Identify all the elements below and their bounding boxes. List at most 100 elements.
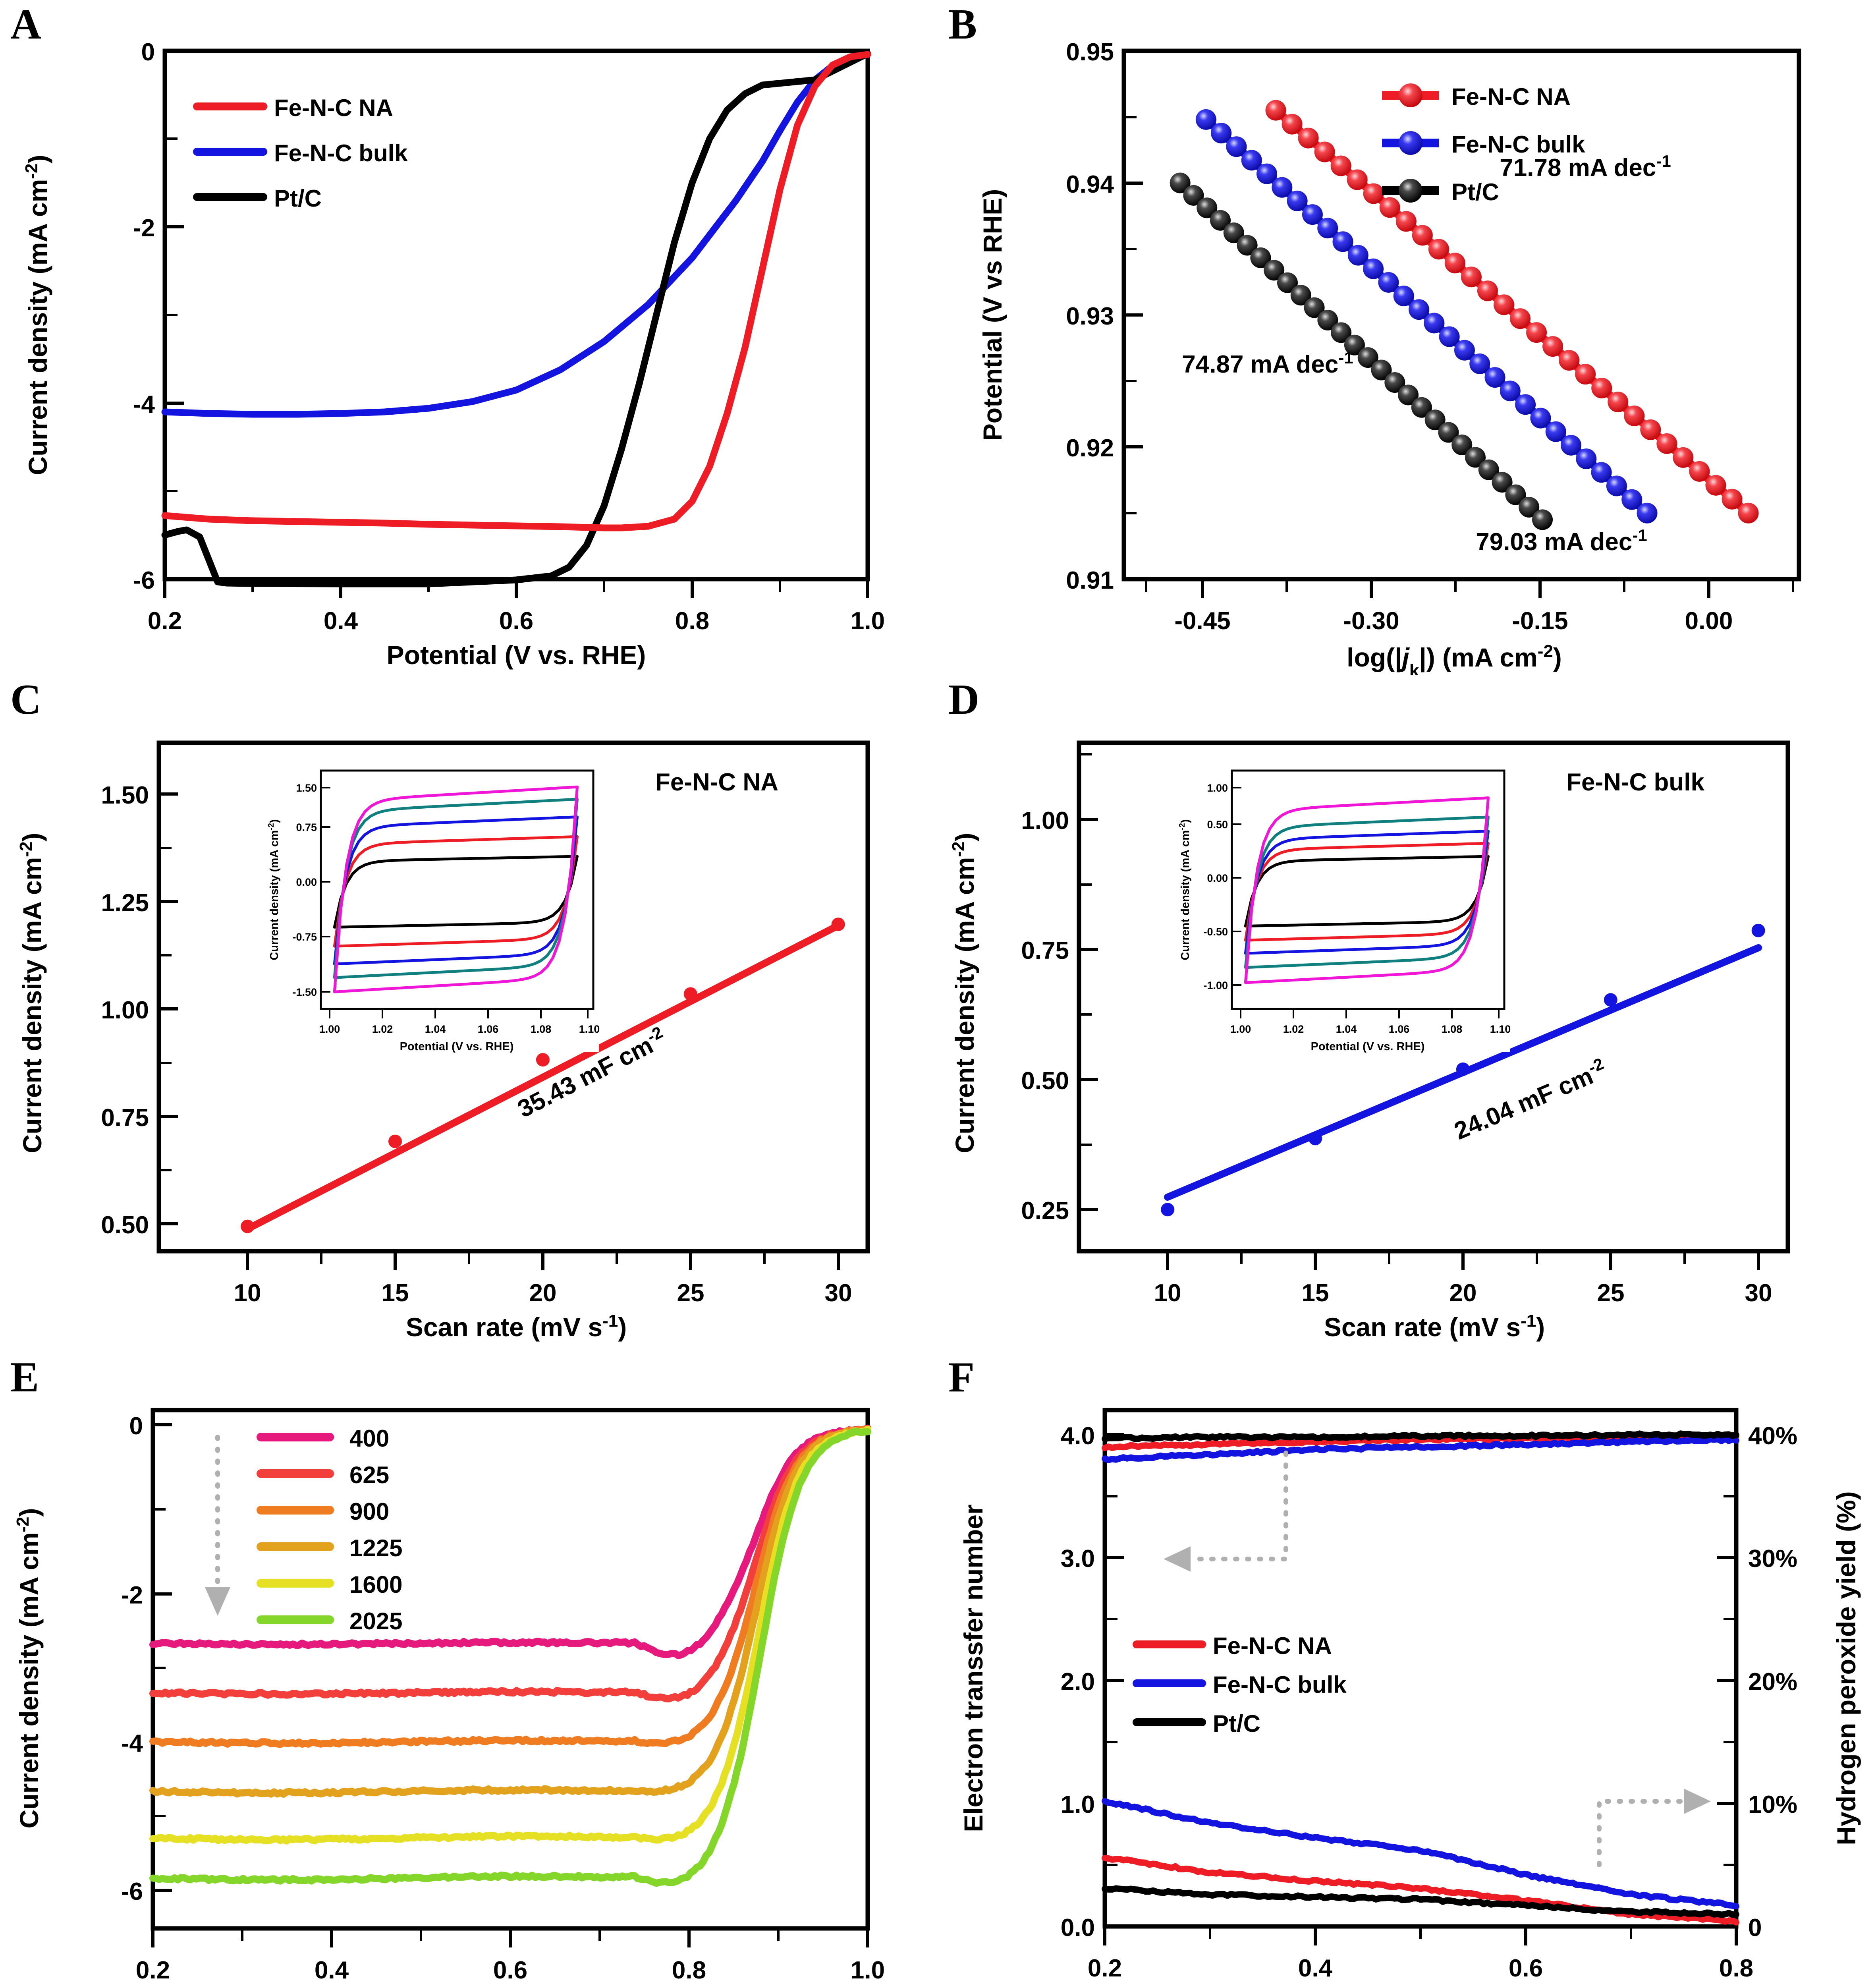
legend-b: Fe-N-C NA Fe-N-C bulk Pt/C bbox=[1382, 83, 1585, 205]
legend-label-rotation: 400 bbox=[349, 1425, 389, 1452]
panel-d-label: D bbox=[948, 676, 979, 723]
x-tick-label: 1.0 bbox=[851, 607, 885, 635]
x-tick-label: 1.0 bbox=[851, 1957, 885, 1984]
y-tick-label: -2 bbox=[121, 1582, 143, 1609]
panel-d-plot: 0.25 0.50 0.75 1.00 10 15 20 25 30 Scan … bbox=[949, 740, 1790, 1342]
y-tick-label: 0.94 bbox=[1066, 171, 1114, 198]
x-tick-label: 25 bbox=[1597, 1279, 1625, 1307]
y-right-tick-label: 40% bbox=[1748, 1422, 1797, 1450]
y-axis-ticks-f bbox=[1105, 1433, 1124, 1928]
y-tick-label: 0.50 bbox=[1021, 1067, 1069, 1095]
x-tick-label: 10 bbox=[1154, 1279, 1181, 1307]
curve-pt-c bbox=[161, 50, 871, 587]
inset-y-tick-label: -1.00 bbox=[1203, 979, 1228, 991]
legend-label: Fe-N-C NA bbox=[1213, 1632, 1332, 1659]
inset-cv-c: -1.50 -0.75 0.00 0.75 1.50 1.00 1.02 1.0… bbox=[249, 766, 600, 1053]
tafel-annotation-ptc: 74.87 mA dec-1 bbox=[1182, 348, 1353, 379]
y-tick-label: 0.93 bbox=[1066, 303, 1114, 330]
legend-label-rotation: 900 bbox=[349, 1498, 389, 1525]
y-tick-label: -4 bbox=[133, 391, 155, 418]
x-tick-label: 0.8 bbox=[1719, 1955, 1753, 1982]
y-axis-ticks-a bbox=[165, 49, 184, 581]
legend-a: Fe-N-C NA Fe-N-C bulk Pt/C bbox=[193, 95, 408, 212]
inset-y-tick-label: -0.75 bbox=[292, 931, 317, 943]
y-tick-label: 0.50 bbox=[101, 1211, 149, 1239]
legend-label: Fe-N-C bulk bbox=[274, 140, 408, 166]
inset-x-tick-label: 1.02 bbox=[1283, 1023, 1304, 1035]
panel-c-plot: 0.50 0.75 1.00 1.25 1.50 10 15 20 25 30 … bbox=[16, 740, 870, 1342]
x-axis-ticks-f bbox=[1103, 1926, 1738, 1945]
sample-label-d: Fe-N-C bulk bbox=[1566, 769, 1704, 796]
legend-label: Fe-N-C NA bbox=[1451, 83, 1571, 110]
panel-b-label: B bbox=[948, 1, 977, 48]
y-axis-minor-ticks-c bbox=[159, 847, 172, 1171]
y-axis-ticks-d bbox=[1079, 818, 1098, 1211]
inset-x-tick-label: 1.04 bbox=[425, 1023, 446, 1035]
x-axis-minor-ticks-e bbox=[241, 1928, 780, 1941]
inset-y-ticks-d bbox=[1232, 787, 1241, 986]
y-tick-label: 3.0 bbox=[1061, 1545, 1095, 1573]
y-tick-label: 1.0 bbox=[1061, 1791, 1095, 1818]
inset-cv-curves-c bbox=[333, 785, 579, 993]
y-tick-label: 1.50 bbox=[101, 782, 149, 809]
y-tick-label: -6 bbox=[133, 567, 155, 594]
x-tick-label: 0.4 bbox=[1298, 1955, 1333, 1982]
x-tick-label: 0.8 bbox=[675, 607, 709, 635]
x-tick-label: 0.2 bbox=[148, 607, 182, 635]
panel-e: E -6 -4 -2 0 0.2 bbox=[0, 1350, 938, 1986]
legend-label: Pt/C bbox=[274, 185, 322, 212]
inset-x-ticks-d bbox=[1240, 1009, 1500, 1018]
y-axis-minor-ticks-d bbox=[1079, 753, 1092, 1146]
inset-x-tick-label: 1.10 bbox=[1490, 1023, 1511, 1035]
legend-label: Pt/C bbox=[1213, 1710, 1260, 1737]
inset-cv-curves-d bbox=[1244, 796, 1490, 984]
panel-a-plot: -6 -4 -2 0 0.2 0.4 0.6 0.8 1.0 Potential… bbox=[22, 39, 885, 670]
y-axis-label-e: Current density (mA cm-2) bbox=[13, 1508, 44, 1829]
x-axis-ticks-c bbox=[246, 1251, 840, 1270]
x-tick-label: 0.6 bbox=[499, 607, 533, 635]
y-tick-label: 1.00 bbox=[101, 997, 149, 1024]
y-tick-label: 0.75 bbox=[1021, 937, 1069, 964]
x-axis-label-d: Scan rate (mV s-1) bbox=[1324, 1311, 1545, 1342]
inset-x-tick-label: 1.08 bbox=[1442, 1023, 1463, 1035]
rde-curves-e bbox=[149, 1424, 871, 1887]
x-tick-label: 25 bbox=[677, 1279, 704, 1307]
tafel-annotation-na: 71.78 mA dec-1 bbox=[1500, 152, 1671, 182]
inset-x-tick-label: 1.00 bbox=[1230, 1023, 1251, 1035]
panel-b: B bbox=[938, 0, 1876, 675]
y-tick-label: 0.95 bbox=[1066, 39, 1114, 66]
y-axis-label-b: Potential (V vs RHE) bbox=[978, 189, 1007, 441]
fit-line-c bbox=[244, 922, 842, 1233]
x-tick-label: 30 bbox=[1745, 1279, 1772, 1307]
y-axis-right-minor-ticks-f bbox=[1724, 1495, 1736, 1866]
y-tick-label: -2 bbox=[133, 214, 155, 242]
x-tick-label: 0.8 bbox=[672, 1957, 706, 1984]
inset-x-tick-label: 1.06 bbox=[478, 1023, 499, 1035]
x-tick-label: 0.6 bbox=[493, 1957, 527, 1984]
legend-label: Pt/C bbox=[1451, 179, 1499, 205]
legend-label: Fe-N-C bulk bbox=[1213, 1671, 1347, 1698]
y-tick-label: 0.0 bbox=[1061, 1914, 1095, 1942]
y-axis-label-f: Electron transsfer number bbox=[959, 1504, 988, 1832]
legend-label-rotation: 1600 bbox=[349, 1571, 402, 1598]
inset-y-tick-label: -1.50 bbox=[292, 986, 317, 998]
inset-x-axis-label-d: Potential (V vs. RHE) bbox=[1311, 1040, 1425, 1053]
panel-f: F bbox=[938, 1350, 1876, 1986]
capacitance-data-points-d bbox=[1161, 923, 1765, 1217]
x-axis-ticks-d bbox=[1166, 1251, 1760, 1270]
inset-y-tick-label: 0.00 bbox=[1207, 872, 1228, 884]
inset-x-tick-label: 1.06 bbox=[1389, 1023, 1410, 1035]
y-tick-label: -4 bbox=[121, 1730, 143, 1757]
curve-fe-n-c-bulk bbox=[161, 51, 871, 418]
x-tick-label: 20 bbox=[529, 1279, 557, 1307]
y-axis-right-ticks-f bbox=[1717, 1433, 1736, 1928]
y-axis-minor-ticks-f bbox=[1105, 1495, 1117, 1866]
y-tick-label: -6 bbox=[121, 1878, 143, 1905]
legend-label: Fe-N-C bulk bbox=[1451, 131, 1585, 158]
y-tick-label: 0.25 bbox=[1021, 1197, 1069, 1225]
x-axis-ticks-b bbox=[1201, 579, 1710, 598]
x-axis-minor-ticks-f bbox=[1209, 1926, 1632, 1939]
panel-b-plot: 0.91 0.92 0.93 0.94 0.95 -0.45 -0.30 -0.… bbox=[978, 39, 1801, 675]
inset-y-tick-label: 0.50 bbox=[1207, 819, 1228, 831]
x-tick-label: 0.4 bbox=[315, 1957, 349, 1984]
